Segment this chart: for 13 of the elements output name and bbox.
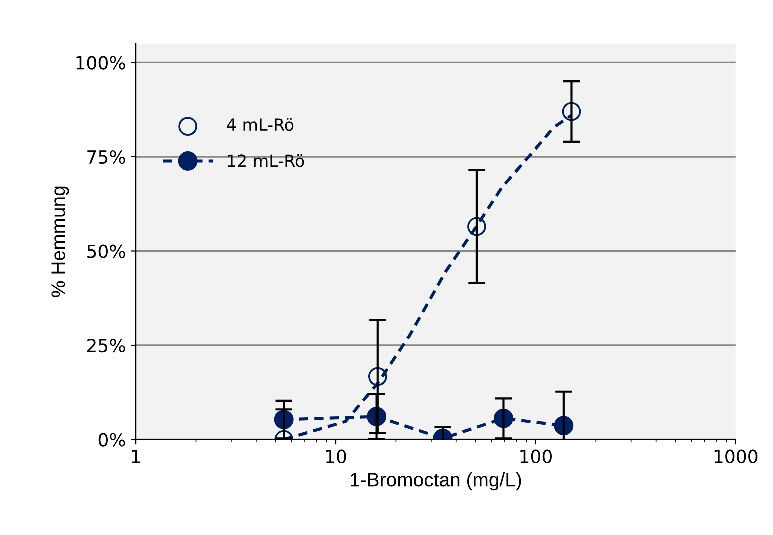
legend-label: 4 mL-Rö [227, 118, 294, 132]
x-tick-label: 1 [132, 450, 140, 464]
legend-label: 12 mL-Rö [228, 154, 304, 168]
y-tick-label: 100% [76, 56, 126, 70]
x-tick-label: 10 [326, 450, 346, 464]
y-tick-label: 25% [88, 338, 126, 353]
x-tick-label: 1000 [714, 450, 758, 464]
y-tick-label: 50% [88, 244, 126, 258]
y-axis-title: % Hemmung [52, 186, 70, 298]
x-tick-label: 100 [520, 450, 552, 464]
y-tick-label: 0% [98, 433, 126, 447]
y-tick-label: 75% [88, 150, 126, 164]
x-axis-title: 1-Bromoctan (mg/L) [351, 472, 522, 491]
